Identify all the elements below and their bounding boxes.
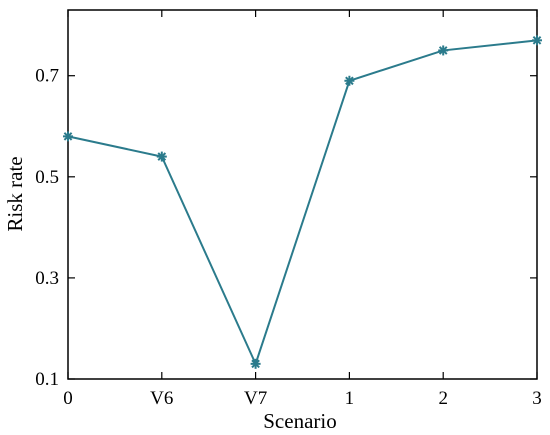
y-tick-label: 0.5 [35,167,59,188]
x-tick-label: 0 [63,388,73,409]
data-point [156,151,167,162]
plot-frame [67,9,538,380]
x-tick-label: 2 [438,388,448,409]
x-tick-label: V6 [150,388,173,409]
x-axis-title: Scenario [263,409,336,433]
x-tick-label: 3 [532,388,542,409]
x-tick-label: V7 [244,388,267,409]
series-layer [63,35,542,369]
x-tick-label: 1 [345,388,355,409]
y-tick-label: 0.1 [35,369,59,390]
data-point [63,131,73,142]
data-point [438,45,449,56]
x-axis-ticks: 0 V6 V7 1 2 3 [63,10,542,409]
data-point [250,358,261,369]
data-point [344,75,355,86]
data-point [532,35,542,46]
y-axis-title: Risk rate [3,156,27,231]
series-line [67,39,538,367]
y-tick-label: 0.3 [35,268,59,289]
y-axis-ticks: 0.1 0.3 0.5 0.7 [35,66,537,390]
y-tick-label: 0.7 [35,66,59,87]
